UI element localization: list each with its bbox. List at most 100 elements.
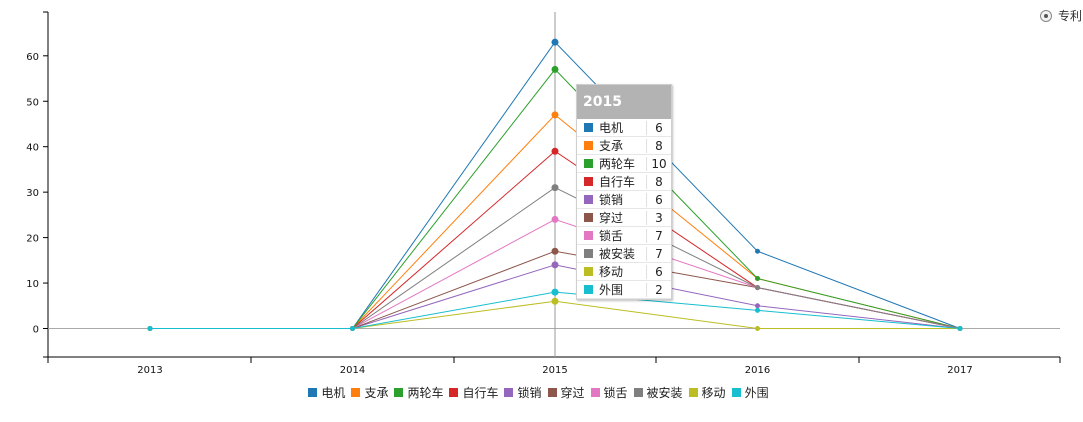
- x-tick-label: 2017: [947, 365, 972, 376]
- data-point[interactable]: [551, 65, 559, 73]
- legend-swatch: [394, 387, 404, 397]
- data-point[interactable]: [551, 288, 559, 296]
- tooltip-series-name: 被安装: [599, 247, 636, 261]
- x-tick-label: 2016: [745, 365, 770, 376]
- data-point[interactable]: [551, 111, 559, 119]
- tooltip-swatch: [584, 177, 593, 186]
- tooltip-swatch: [584, 141, 593, 150]
- legend-label: 被安装: [646, 385, 683, 400]
- data-point[interactable]: [755, 248, 760, 254]
- legend-label: 锁销: [517, 385, 542, 400]
- legend-swatch: [449, 387, 459, 397]
- data-point[interactable]: [755, 303, 760, 309]
- x-tick-label: 2013: [137, 365, 162, 376]
- y-tick-label: 0: [33, 325, 39, 336]
- legend-swatch: [731, 387, 741, 397]
- radio-selected-icon[interactable]: [1040, 9, 1052, 22]
- tooltip-series-value: 2: [646, 282, 671, 297]
- data-point[interactable]: [551, 247, 559, 255]
- tooltip-series-value: 3: [646, 210, 671, 225]
- tooltip-swatch: [584, 231, 593, 240]
- tooltip-swatch: [584, 159, 593, 168]
- data-point[interactable]: [551, 38, 559, 46]
- tooltip-swatch: [584, 123, 593, 132]
- data-point[interactable]: [755, 285, 760, 291]
- tooltip-series-name: 外围: [599, 283, 624, 297]
- tooltip-series-name: 自行车: [599, 175, 636, 189]
- legend-item[interactable]: 锁舌: [590, 384, 628, 401]
- y-tick-label: 60: [26, 52, 39, 63]
- y-tick-label: 50: [26, 97, 39, 108]
- data-point[interactable]: [551, 184, 559, 192]
- tooltip-series-value: 8: [646, 174, 671, 189]
- legend-item[interactable]: 移动: [688, 384, 726, 401]
- data-point[interactable]: [350, 326, 355, 331]
- tooltip-swatch: [584, 267, 593, 276]
- legend-swatch: [590, 387, 600, 397]
- data-point[interactable]: [551, 215, 559, 223]
- data-point[interactable]: [755, 307, 760, 313]
- tooltip-series-value: 6: [646, 120, 671, 135]
- legend-swatch: [547, 387, 557, 397]
- tooltip-series-value: 6: [646, 192, 671, 207]
- data-point[interactable]: [551, 147, 559, 155]
- tooltip-series-value: 8: [646, 138, 671, 153]
- legend-label: 移动: [701, 385, 726, 400]
- y-tick-label: 20: [26, 234, 39, 245]
- legend-swatch: [688, 387, 698, 397]
- tooltip-swatch: [584, 285, 593, 294]
- legend-label: 外围: [744, 385, 769, 400]
- tooltip-row: 被安装 7: [577, 245, 671, 263]
- legend-item[interactable]: 电机: [308, 384, 345, 401]
- data-tooltip: 2015 电机 6 支承 8 两轮车 10 自行车 8 锁销 6 穿过 3 锁舌 7 被安装 7 移动 6 外围 2: [576, 84, 672, 300]
- x-tick-label: 2015: [542, 365, 567, 376]
- legend-item[interactable]: 穿过: [547, 384, 585, 401]
- tooltip-row: 锁舌 7: [577, 227, 671, 245]
- legend-swatch: [351, 387, 361, 397]
- tooltip-series-name: 支承: [599, 139, 624, 153]
- tooltip-row: 支承 8: [577, 137, 671, 155]
- legend-item[interactable]: 外围: [731, 384, 769, 401]
- tooltip-row: 穿过 3: [577, 209, 671, 227]
- tooltip-series-name: 电机: [599, 121, 624, 135]
- tooltip-series-value: 7: [646, 228, 671, 243]
- tooltip-row: 自行车 8: [577, 173, 671, 191]
- tooltip-swatch: [584, 195, 593, 204]
- data-point[interactable]: [147, 326, 153, 331]
- tooltip-row: 移动 6: [577, 263, 671, 281]
- tooltip-row: 锁销 6: [577, 191, 671, 209]
- tooltip-series-name: 锁舌: [599, 229, 624, 243]
- legend-label: 电机: [321, 385, 346, 400]
- tooltip-swatch: [584, 249, 593, 258]
- tooltip-series-name: 两轮车: [599, 157, 636, 171]
- legend-item[interactable]: 锁销: [504, 384, 542, 401]
- legend-item[interactable]: 两轮车: [394, 384, 443, 401]
- data-point[interactable]: [755, 326, 760, 331]
- data-point[interactable]: [755, 276, 760, 282]
- tooltip-series-value: 7: [646, 246, 671, 261]
- data-point[interactable]: [957, 326, 963, 331]
- legend-swatch: [633, 387, 643, 397]
- legend-item[interactable]: 支承: [351, 384, 388, 401]
- data-point[interactable]: [551, 297, 559, 305]
- tooltip-row: 两轮车 10: [577, 155, 671, 173]
- data-point[interactable]: [551, 261, 559, 269]
- tooltip-series-value: 10: [646, 156, 671, 171]
- legend-swatch: [308, 387, 318, 397]
- legend-item[interactable]: 自行车: [449, 384, 498, 401]
- legend-item[interactable]: 被安装: [633, 384, 683, 401]
- x-tick-label: 2014: [340, 365, 365, 376]
- chart-legend: 电机 支承 两轮车 自行车 锁销 穿过 锁舌 被安装 移动 外围: [0, 382, 1083, 402]
- legend-swatch: [504, 387, 514, 397]
- y-tick-label: 30: [26, 188, 39, 199]
- tooltip-row: 电机 6: [577, 119, 671, 137]
- series-mode-toggle[interactable]: 专利: [1040, 7, 1082, 24]
- tooltip-series-name: 移动: [599, 265, 624, 279]
- tooltip-series-value: 6: [646, 264, 671, 279]
- legend-label: 锁舌: [603, 385, 628, 400]
- legend-label: 自行车: [462, 385, 499, 400]
- tooltip-title: 2015: [577, 85, 671, 119]
- tooltip-swatch: [584, 213, 593, 222]
- y-tick-label: 10: [26, 279, 39, 290]
